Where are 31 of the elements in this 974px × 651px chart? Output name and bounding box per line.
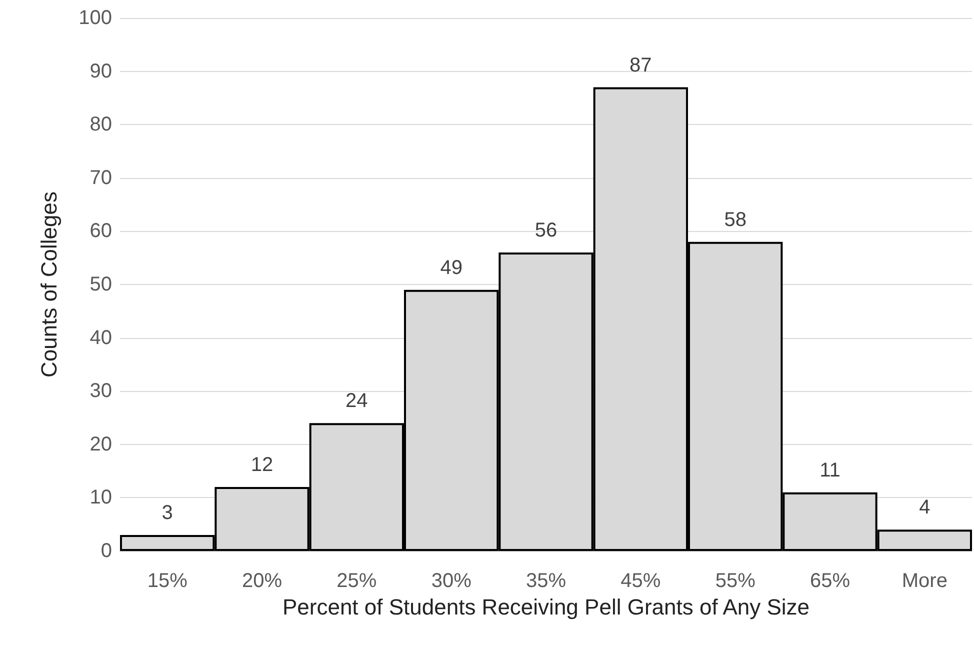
x-tick-label: 15% [147, 570, 188, 592]
data-label: 56 [534, 220, 558, 242]
y-tick-label: 30 [90, 380, 112, 402]
data-label: 4 [919, 496, 930, 519]
y-tick-label: 40 [90, 326, 112, 349]
x-tick-label: 55% [715, 570, 756, 592]
x-axis-title: Percent of Students Receiving Pell Grants of Any Size [282, 594, 810, 620]
x-tick-label: 25% [336, 570, 377, 592]
data-label: 12 [250, 454, 274, 476]
y-tick-label: 60 [90, 220, 112, 242]
x-tick-label: 20% [242, 570, 282, 592]
data-label: 3 [162, 502, 173, 524]
x-tick-label: 30% [431, 570, 472, 592]
data-label: 24 [346, 390, 368, 412]
y-tick-label: 20 [90, 433, 112, 456]
y-tick-label: 0 [100, 540, 112, 562]
x-tick-label: 35% [526, 570, 566, 592]
y-tick-label: 80 [90, 114, 112, 136]
x-tick-label: 45% [620, 570, 661, 592]
y-tick-label: 70 [90, 166, 112, 189]
data-label: 58 [724, 208, 746, 231]
y-tick-label: 10 [90, 486, 112, 509]
x-tick-label: 65% [810, 570, 850, 592]
data-label: 87 [630, 54, 652, 76]
y-tick-label: 100 [78, 7, 112, 29]
data-label: 49 [440, 256, 462, 279]
y-tick-label: 90 [90, 60, 112, 82]
y-tick-label: 50 [90, 274, 112, 296]
y-axis-title: Counts of Colleges [36, 192, 62, 378]
x-tick-label: More [902, 570, 948, 592]
data-label: 11 [820, 459, 840, 482]
